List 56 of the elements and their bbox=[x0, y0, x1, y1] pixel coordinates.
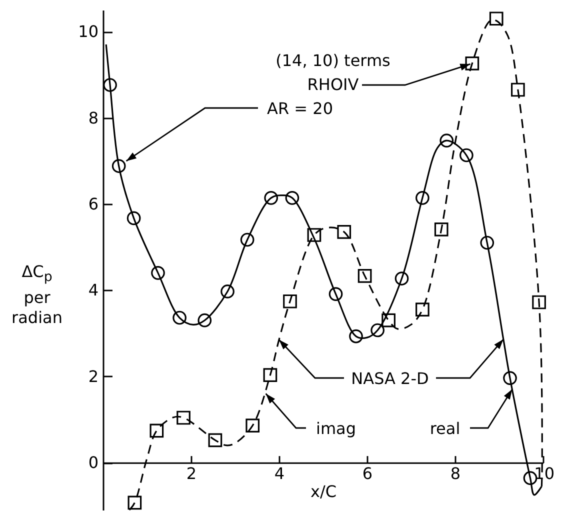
point bbox=[503, 371, 517, 386]
point bbox=[349, 329, 363, 344]
point bbox=[283, 294, 297, 308]
point bbox=[151, 266, 165, 280]
point bbox=[416, 191, 430, 205]
y-tick-label: 0 bbox=[88, 453, 98, 472]
point bbox=[394, 272, 409, 286]
x-tick-label: 2 bbox=[186, 464, 197, 484]
point bbox=[208, 433, 222, 448]
point bbox=[465, 56, 480, 70]
point bbox=[240, 232, 254, 247]
point bbox=[150, 424, 164, 438]
y-tick-label: 2 bbox=[88, 366, 98, 386]
point bbox=[440, 134, 454, 148]
point bbox=[480, 236, 494, 250]
y-axis-title: ΔC$_{p}$ per radian bbox=[10, 262, 64, 328]
point bbox=[434, 222, 448, 236]
point bbox=[220, 284, 234, 298]
point bbox=[489, 12, 504, 26]
point bbox=[128, 496, 142, 510]
point bbox=[382, 313, 396, 328]
annotation: NASA 2-D bbox=[351, 369, 429, 388]
annotation: real bbox=[430, 419, 460, 438]
point bbox=[103, 78, 117, 92]
point bbox=[416, 302, 430, 316]
point bbox=[112, 159, 126, 173]
y-tick-label: 8 bbox=[88, 108, 98, 128]
point bbox=[198, 313, 212, 328]
point bbox=[510, 82, 525, 97]
point bbox=[523, 471, 538, 486]
annotation: AR = 20 bbox=[267, 99, 333, 118]
point bbox=[263, 368, 278, 382]
point bbox=[370, 323, 384, 338]
x-tick-label: 6 bbox=[362, 464, 373, 484]
x-axis-title: x/C bbox=[310, 482, 337, 502]
x-tick-label: 4 bbox=[274, 464, 285, 484]
point bbox=[328, 287, 343, 301]
x-tick-label: 8 bbox=[450, 464, 461, 484]
point bbox=[460, 148, 474, 162]
point bbox=[337, 225, 352, 239]
point bbox=[246, 418, 260, 432]
y-tick-label: 10 bbox=[78, 22, 98, 42]
point bbox=[172, 310, 186, 325]
annotation: (14, 10) terms bbox=[276, 51, 390, 70]
point bbox=[532, 295, 546, 310]
x-tick-label: 10 bbox=[534, 464, 554, 484]
annotation: imag bbox=[316, 419, 356, 438]
point bbox=[126, 211, 141, 226]
point bbox=[307, 228, 322, 242]
point bbox=[176, 410, 190, 425]
point bbox=[358, 269, 372, 283]
point bbox=[264, 191, 278, 205]
y-tick-label: 4 bbox=[88, 280, 98, 300]
annotation: RHOIV bbox=[307, 75, 359, 94]
point bbox=[285, 191, 300, 205]
y-tick-label: 6 bbox=[88, 194, 98, 214]
